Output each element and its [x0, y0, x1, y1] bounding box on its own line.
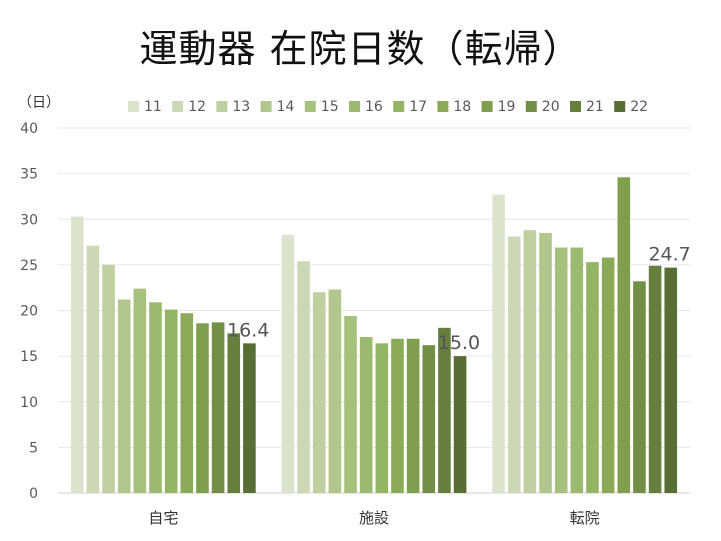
bar-16-施設 — [359, 336, 373, 493]
bar-16-転院 — [570, 247, 584, 493]
bar-19-転院 — [617, 177, 631, 493]
bar-19-施設 — [406, 338, 420, 493]
legend-swatch-22 — [614, 101, 626, 112]
legend-label: 16 — [365, 99, 383, 115]
bar-21-自宅 — [227, 333, 241, 493]
bar-11-施設 — [281, 234, 295, 493]
bar-11-自宅 — [70, 216, 84, 493]
bar-12-転院 — [507, 236, 521, 493]
bar-22-自宅 — [243, 343, 256, 493]
legend-swatch-12 — [172, 101, 184, 112]
y-axis-unit-label: （日） — [18, 95, 60, 111]
legend-label: 18 — [453, 99, 471, 115]
bar-13-自宅 — [102, 264, 115, 493]
legend-label: 15 — [321, 99, 339, 115]
y-tick-label: 40 — [20, 121, 38, 137]
bar-17-自宅 — [164, 309, 178, 493]
bar-14-施設 — [328, 289, 342, 493]
legend-label: 20 — [542, 99, 560, 115]
bar-20-施設 — [422, 345, 436, 493]
bar-17-施設 — [375, 343, 389, 493]
bar-21-転院 — [648, 265, 662, 493]
bar-22-施設 — [453, 356, 467, 493]
bar-11-転院 — [492, 194, 505, 494]
data-label: 16.4 — [227, 319, 269, 341]
bar-13-施設 — [312, 292, 326, 493]
bar-18-自宅 — [180, 313, 194, 493]
x-category-label: 施設 — [359, 509, 389, 527]
bar-14-自宅 — [117, 299, 131, 493]
bar-16-自宅 — [149, 302, 162, 493]
x-category-label: 転院 — [570, 509, 600, 527]
legend-label: 17 — [409, 99, 427, 115]
y-tick-label: 15 — [20, 349, 38, 365]
bar-15-転院 — [554, 247, 568, 493]
bar-20-自宅 — [211, 322, 225, 493]
y-tick-label: 25 — [20, 258, 38, 274]
x-category-label: 自宅 — [148, 509, 178, 527]
bar-13-転院 — [523, 230, 537, 493]
bar-22-転院 — [664, 267, 678, 493]
legend-swatch-20 — [525, 101, 537, 112]
legend-swatch-19 — [481, 101, 493, 112]
bar-18-転院 — [601, 257, 615, 493]
legend-swatch-13 — [216, 101, 228, 112]
legend-swatch-16 — [349, 101, 360, 112]
legend-swatch-21 — [570, 101, 581, 112]
legend-label: 21 — [586, 99, 604, 115]
bar-15-自宅 — [133, 288, 147, 493]
legend-swatch-17 — [393, 101, 405, 112]
bar-17-転院 — [586, 262, 599, 493]
y-tick-label: 10 — [20, 395, 38, 411]
bar-19-自宅 — [196, 323, 209, 493]
bar-21-施設 — [438, 327, 451, 493]
legend-label: 14 — [277, 99, 295, 115]
data-label: 15.0 — [438, 332, 480, 354]
legend-label: 12 — [188, 99, 206, 115]
legend-label: 11 — [144, 99, 162, 115]
chart-title: 運動器 在院日数（転帰） — [139, 27, 582, 71]
bar-15-施設 — [344, 315, 357, 493]
legend-label: 22 — [630, 99, 648, 115]
bar-18-施設 — [391, 338, 404, 493]
bar-14-転院 — [539, 232, 552, 493]
bar-12-自宅 — [86, 245, 100, 493]
bar-20-転院 — [633, 281, 646, 493]
y-tick-label: 20 — [20, 304, 38, 320]
y-tick-label: 5 — [29, 440, 38, 456]
bar-12-施設 — [297, 261, 310, 493]
legend-label: 19 — [498, 99, 516, 115]
legend-swatch-18 — [437, 101, 449, 112]
legend-swatch-14 — [260, 101, 272, 112]
legend-label: 13 — [232, 99, 250, 115]
legend-swatch-11 — [128, 101, 139, 112]
y-tick-label: 0 — [29, 486, 38, 502]
y-tick-label: 30 — [20, 212, 38, 228]
data-label: 24.7 — [648, 244, 690, 266]
y-tick-label: 35 — [20, 167, 38, 183]
legend-swatch-15 — [304, 101, 316, 112]
